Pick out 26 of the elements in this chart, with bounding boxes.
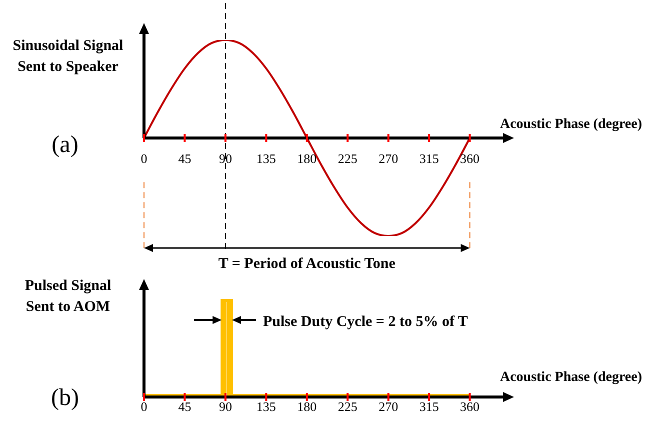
x-tick-label: 270 [378, 151, 398, 166]
x-tick-label: 360 [460, 151, 480, 166]
x-tick-label: 225 [338, 151, 358, 166]
x-tick-label: 225 [338, 399, 358, 414]
x-tick-label: 315 [419, 399, 439, 414]
x-tick-label: 270 [378, 399, 398, 414]
x-tick-label: 180 [297, 151, 317, 166]
x-tick-label: 0 [140, 399, 148, 414]
text: (a) [52, 132, 78, 158]
y-axis-title: Pulsed Signal Sent to AOM [24, 278, 112, 315]
x-axis-title: Acoustic Phase (degree) [500, 117, 642, 132]
x-tick-label: 135 [256, 399, 276, 414]
x-tick-label: 45 [178, 399, 192, 414]
x-tick-label: 90 [218, 399, 232, 414]
x-tick-label: 135 [256, 151, 276, 166]
text: (b) [51, 385, 79, 411]
annotation: Pulse Duty Cycle = 2 to 5% of T [263, 314, 468, 330]
x-tick-label: 0 [140, 151, 148, 166]
x-tick-label: 90 [218, 151, 232, 166]
x-tick-label: 360 [460, 399, 480, 414]
text: T = Period of Acoustic Tone [218, 256, 396, 272]
x-tick-label: 315 [419, 151, 439, 166]
x-tick-label: 180 [297, 399, 317, 414]
y-axis-title: Sinusoidal Signal Sent to Speaker [12, 38, 124, 75]
x-axis-title: Acoustic Phase (degree) [500, 370, 642, 385]
x-tick-label: 45 [178, 151, 192, 166]
